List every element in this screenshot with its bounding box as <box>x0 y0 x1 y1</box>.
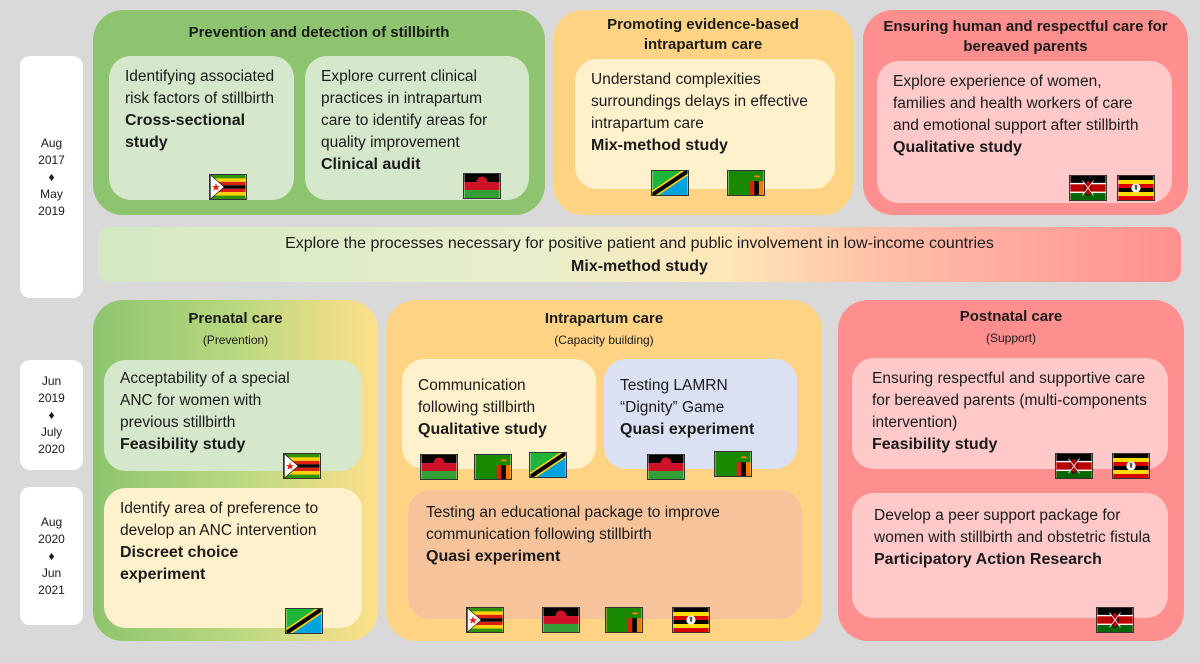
panel-title: Ensuring human and respectful care for b… <box>883 18 1168 55</box>
ppi-banner: Explore the processes necessary for posi… <box>98 227 1181 282</box>
tanzania-flag-icon <box>529 452 567 478</box>
anc-preference-box: Identify area of preference to develop a… <box>104 488 362 628</box>
respectful-care-box: Ensuring respectful and supportive care … <box>852 358 1168 469</box>
communication-box: Communication following stillbirth Quali… <box>402 359 596 469</box>
panel-title: Promoting evidence-based intrapartum car… <box>607 16 799 53</box>
malawi-flag-icon <box>647 454 685 480</box>
intrapartum-care-panel: Intrapartum care (Capacity building) Com… <box>386 300 822 641</box>
malawi-flag-icon <box>420 454 458 480</box>
prenatal-care-panel: Prenatal care (Prevention) Acceptability… <box>93 300 378 641</box>
risk-factors-box: Identifying associated risk factors of s… <box>109 56 294 200</box>
tanzania-flag-icon <box>651 170 689 196</box>
malawi-flag-icon <box>463 173 501 199</box>
zambia-flag-icon <box>605 607 643 633</box>
zambia-flag-icon <box>727 170 765 196</box>
prevention-detection-panel: Prevention and detection of stillbirth I… <box>93 10 545 215</box>
panel-subtitle: (Capacity building) <box>554 333 654 347</box>
zambia-flag-icon <box>714 451 752 477</box>
delays-box: Understand complexities surroundings del… <box>575 59 835 189</box>
uganda-flag-icon <box>672 607 710 633</box>
zimbabwe-flag-icon <box>466 607 504 633</box>
panel-title: Postnatal care <box>959 308 1063 325</box>
kenya-flag-icon <box>1055 453 1093 479</box>
zimbabwe-flag-icon <box>209 174 247 200</box>
tanzania-flag-icon <box>285 608 323 634</box>
timeline-period-1: Aug 2017 ♦ May 2019 <box>20 56 83 298</box>
bereaved-parents-panel: Ensuring human and respectful care for b… <box>863 10 1188 215</box>
malawi-flag-icon <box>542 607 580 633</box>
postnatal-care-panel: Postnatal care (Support) Ensuring respec… <box>838 300 1184 641</box>
educational-package-box: Testing an educational package to improv… <box>408 490 802 619</box>
panel-title: Prevention and detection of stillbirth <box>188 24 450 41</box>
timeline-period-2: Jun 2019 ♦ July 2020 <box>20 360 83 470</box>
panel-subtitle: (Prevention) <box>202 333 269 347</box>
zambia-flag-icon <box>474 454 512 480</box>
kenya-flag-icon <box>1069 175 1107 201</box>
promoting-intrapartum-panel: Promoting evidence-based intrapartum car… <box>553 10 853 215</box>
kenya-flag-icon <box>1096 607 1134 633</box>
timeline-period-3: Aug 2020 ♦ Jun 2021 <box>20 487 83 625</box>
dignity-game-box: Testing LAMRN “Dignity” Game Quasi exper… <box>604 359 797 469</box>
uganda-flag-icon <box>1112 453 1150 479</box>
panel-subtitle: (Support) <box>985 331 1037 345</box>
peer-support-box: Develop a peer support package for women… <box>852 493 1168 618</box>
panel-title: Intrapartum care <box>544 310 664 327</box>
uganda-flag-icon <box>1117 175 1155 201</box>
zimbabwe-flag-icon <box>283 453 321 479</box>
panel-title: Prenatal care <box>188 310 283 327</box>
special-anc-box: Acceptability of a special ANC for women… <box>104 360 362 471</box>
